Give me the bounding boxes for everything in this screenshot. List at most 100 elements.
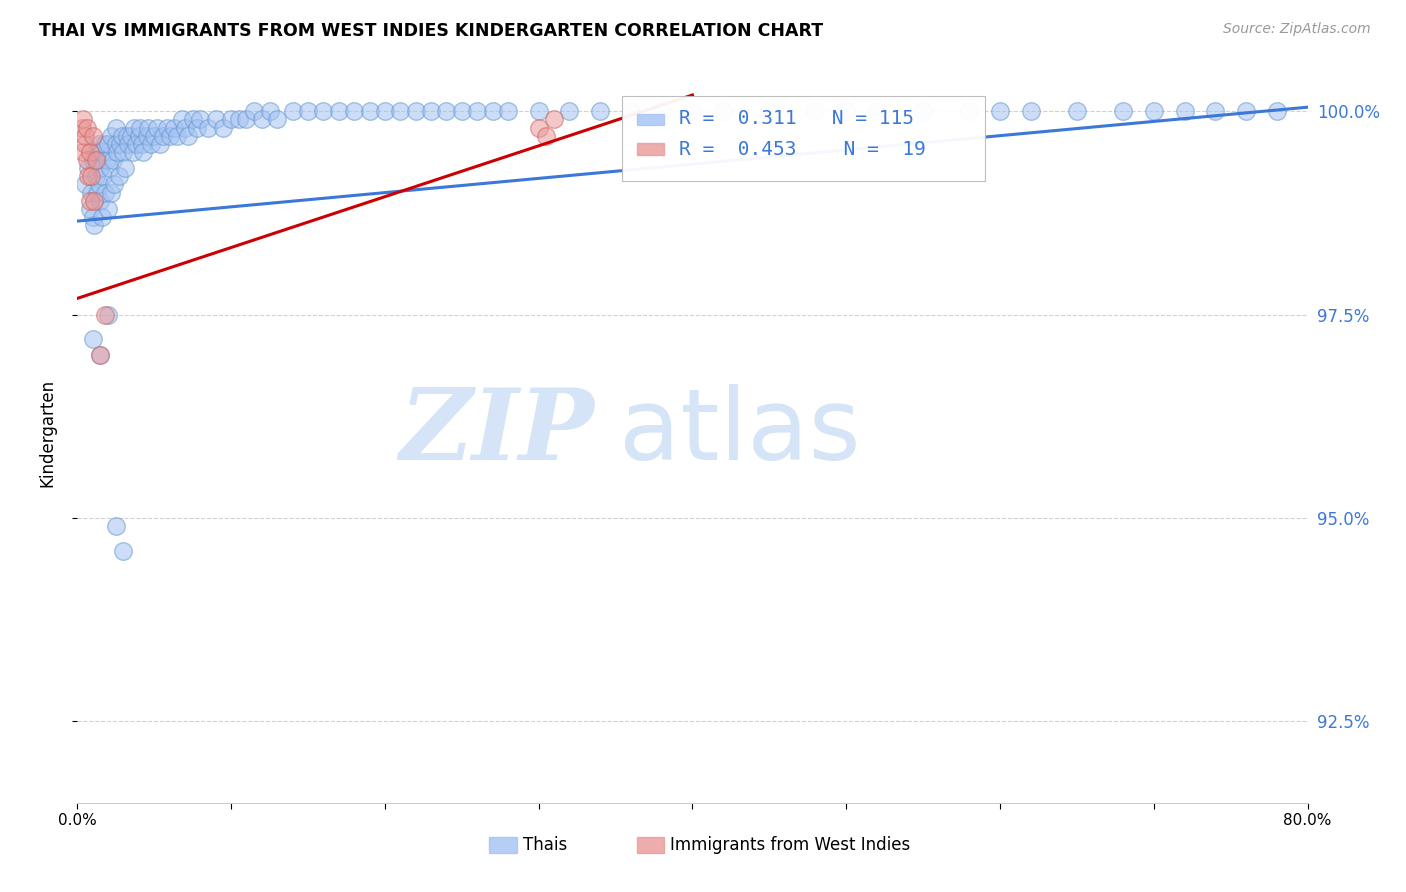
Text: ZIP: ZIP: [399, 384, 595, 481]
Point: [186, 120, 208, 135]
Point: [101, 153, 124, 167]
Point: [212, 120, 235, 135]
Bar: [637, 837, 664, 853]
Point: [108, 169, 131, 184]
Point: [89, 348, 111, 362]
Point: [450, 104, 472, 119]
Point: [100, 128, 122, 143]
Point: [97, 202, 120, 216]
Point: [87, 178, 110, 192]
Point: [181, 112, 204, 127]
Point: [77, 161, 100, 176]
Point: [1265, 104, 1288, 119]
Point: [343, 104, 366, 119]
Point: [620, 104, 643, 119]
Point: [73, 136, 96, 151]
Point: [758, 104, 780, 119]
Point: [1019, 104, 1042, 119]
Point: [197, 120, 219, 135]
Point: [155, 120, 177, 135]
Point: [129, 120, 152, 135]
Point: [76, 153, 98, 167]
Point: [112, 145, 135, 159]
Point: [1174, 104, 1197, 119]
Point: [159, 128, 181, 143]
Point: [125, 136, 148, 151]
Point: [589, 104, 612, 119]
Point: [228, 112, 250, 127]
Bar: [489, 837, 516, 853]
Point: [912, 104, 935, 119]
Y-axis label: Kindergarten: Kindergarten: [38, 378, 56, 487]
Point: [132, 145, 155, 159]
Point: [957, 104, 980, 119]
Point: [120, 128, 142, 143]
Point: [1066, 104, 1088, 119]
Point: [84, 153, 107, 167]
Point: [177, 128, 200, 143]
Point: [988, 104, 1011, 119]
Point: [115, 128, 138, 143]
Point: [359, 104, 381, 119]
Point: [1112, 104, 1135, 119]
Point: [100, 186, 122, 200]
Point: [72, 112, 94, 127]
Point: [80, 169, 103, 184]
Bar: [637, 143, 664, 155]
Point: [94, 308, 117, 322]
Point: [259, 104, 281, 119]
Point: [110, 136, 132, 151]
Point: [82, 332, 104, 346]
Point: [374, 104, 396, 119]
Point: [235, 112, 257, 127]
Point: [804, 104, 827, 119]
Point: [436, 104, 458, 119]
Text: Source: ZipAtlas.com: Source: ZipAtlas.com: [1223, 22, 1371, 37]
Point: [82, 153, 104, 167]
Point: [496, 104, 519, 119]
Point: [536, 128, 558, 143]
Point: [543, 112, 565, 127]
Point: [90, 210, 114, 224]
Point: [1143, 104, 1166, 119]
Text: atlas: atlas: [619, 384, 860, 481]
Point: [112, 543, 135, 558]
Point: [76, 120, 98, 135]
Text: Immigrants from West Indies: Immigrants from West Indies: [671, 836, 911, 854]
Point: [114, 161, 136, 176]
Text: Thais: Thais: [523, 836, 567, 854]
Point: [103, 178, 125, 192]
Point: [1234, 104, 1257, 119]
Point: [204, 112, 226, 127]
Point: [117, 136, 139, 151]
Point: [83, 218, 105, 232]
Point: [80, 186, 103, 200]
Point: [174, 120, 197, 135]
Point: [163, 120, 186, 135]
Point: [105, 145, 128, 159]
Point: [84, 169, 107, 184]
Point: [111, 128, 134, 143]
Point: [83, 194, 105, 208]
Point: [87, 136, 110, 151]
Point: [420, 104, 443, 119]
Point: [90, 145, 114, 159]
Point: [170, 112, 193, 127]
Point: [250, 112, 273, 127]
Point: [82, 210, 104, 224]
Bar: [637, 113, 664, 126]
Point: [682, 104, 704, 119]
Point: [481, 104, 503, 119]
Point: [79, 145, 101, 159]
Point: [121, 145, 143, 159]
Point: [128, 128, 150, 143]
Point: [86, 153, 108, 167]
Point: [146, 120, 169, 135]
Point: [96, 153, 118, 167]
Point: [243, 104, 266, 119]
Point: [835, 104, 858, 119]
Point: [866, 104, 889, 119]
Point: [77, 169, 100, 184]
Point: [73, 128, 96, 143]
Point: [104, 519, 127, 533]
